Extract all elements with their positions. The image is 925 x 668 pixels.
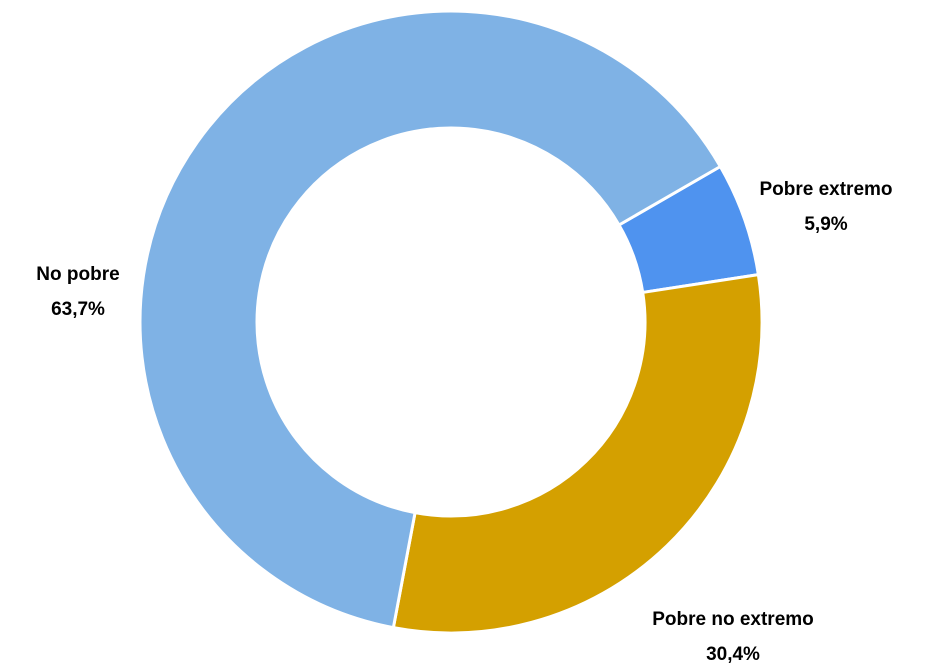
category-label: Pobre extremo (759, 179, 892, 200)
value-label: 30,4% (706, 644, 760, 665)
value-label: 5,9% (804, 214, 847, 235)
donut-segment (138, 9, 723, 630)
value-label: 63,7% (51, 299, 105, 320)
donut-segment (391, 272, 764, 635)
category-label: No pobre (36, 264, 119, 285)
category-label: Pobre no extremo (652, 609, 814, 630)
